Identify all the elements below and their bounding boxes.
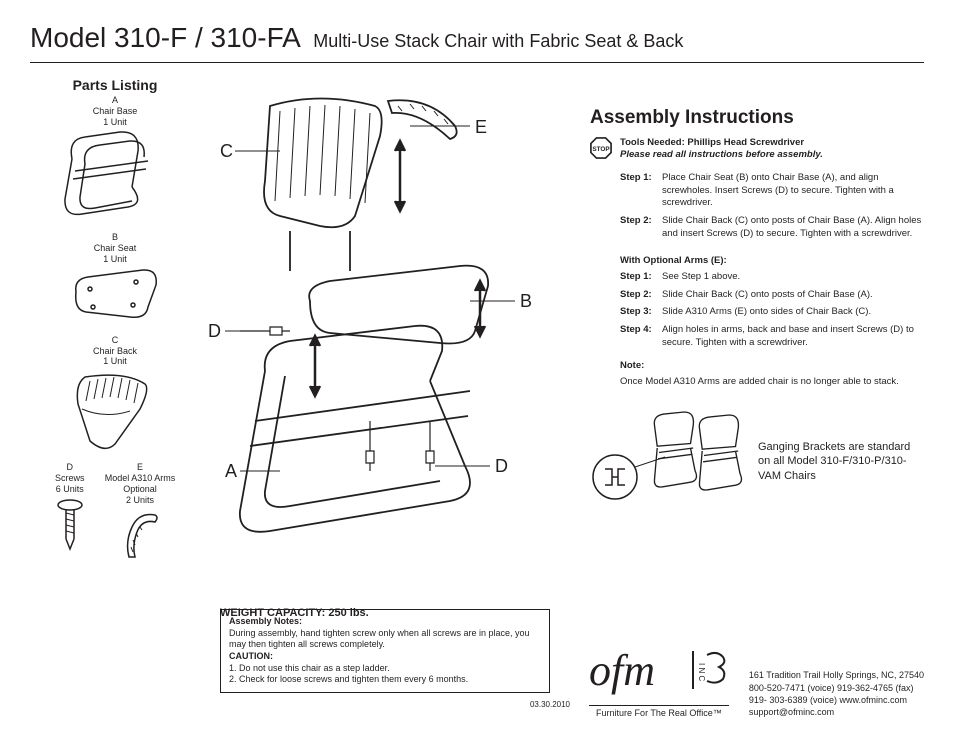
addr-line-2: 800-520-7471 (voice) 919-362-4765 (fax) bbox=[749, 682, 924, 694]
date-stamp: 03.30.2010 bbox=[530, 700, 570, 709]
assembly-notes-box: Assembly Notes: During assembly, hand ti… bbox=[220, 609, 550, 693]
step-1-text: Place Chair Seat (B) onto Chair Base (A)… bbox=[662, 172, 924, 210]
address-block: 161 Tradition Trail Holly Springs, NC, 2… bbox=[749, 669, 924, 718]
ganging-row: Ganging Brackets are standard on all Mod… bbox=[590, 407, 924, 517]
title-bar: Model 310-F / 310-FA Multi-Use Stack Cha… bbox=[30, 22, 924, 63]
opt-step-3-text: Slide A310 Arms (E) onto sides of Chair … bbox=[662, 306, 871, 319]
callout-e: E bbox=[475, 117, 487, 138]
caution-header: CAUTION: bbox=[229, 651, 541, 663]
svg-text:STOP: STOP bbox=[592, 146, 610, 153]
opt-step-2: Step 2: Slide Chair Back (C) onto posts … bbox=[590, 289, 924, 302]
step-2: Step 2: Slide Chair Back (C) onto posts … bbox=[590, 215, 924, 241]
svg-text:ofm: ofm bbox=[589, 646, 655, 695]
tools-needed: Tools Needed: Phillips Head Screwdriver bbox=[620, 137, 823, 149]
ganging-icon bbox=[590, 407, 750, 517]
stop-icon: STOP bbox=[590, 137, 612, 159]
addr-line-1: 161 Tradition Trail Holly Springs, NC, 2… bbox=[749, 669, 924, 681]
logo-tagline: Furniture For The Real Office™ bbox=[589, 705, 729, 718]
opt-step-3-label: Step 3: bbox=[620, 306, 662, 319]
ofm-logo-icon: ofm I N C bbox=[589, 645, 729, 700]
opt-step-2-text: Slide Chair Back (C) onto posts of Chair… bbox=[662, 289, 873, 302]
title-sub: Multi-Use Stack Chair with Fabric Seat &… bbox=[313, 31, 683, 51]
optional-arms-heading: With Optional Arms (E): bbox=[620, 255, 924, 266]
instructions-column: Assembly Instructions STOP Tools Needed:… bbox=[580, 71, 924, 711]
opt-step-1-label: Step 1: bbox=[620, 271, 662, 284]
addr-line-4: support@ofminc.com bbox=[749, 706, 924, 718]
note-header: Note: bbox=[620, 360, 924, 371]
footer: ofm I N C Furniture For The Real Office™… bbox=[589, 645, 924, 718]
part-e-qty: 2 Units bbox=[105, 495, 176, 506]
opt-step-1: Step 1: See Step 1 above. bbox=[590, 271, 924, 284]
part-c-icon bbox=[70, 369, 160, 454]
part-e-opt: Optional bbox=[105, 484, 176, 495]
opt-step-2-label: Step 2: bbox=[620, 289, 662, 302]
part-e-letter: E bbox=[105, 462, 176, 473]
step-1: Step 1: Place Chair Seat (B) onto Chair … bbox=[590, 172, 924, 210]
note-body: Once Model A310 Arms are added chair is … bbox=[590, 376, 924, 389]
callout-a: A bbox=[225, 461, 237, 482]
caution-1: 1. Do not use this chair as a step ladde… bbox=[229, 663, 541, 675]
content-row: Parts Listing A Chair Base 1 Unit B Chai… bbox=[30, 71, 924, 711]
part-d: D Screws 6 Units bbox=[55, 462, 85, 564]
ganging-text: Ganging Brackets are standard on all Mod… bbox=[758, 440, 924, 483]
opt-step-1-text: See Step 1 above. bbox=[662, 271, 740, 284]
instructions-heading: Assembly Instructions bbox=[590, 107, 924, 129]
opt-step-3: Step 3: Slide A310 Arms (E) onto sides o… bbox=[590, 306, 924, 319]
part-b-icon bbox=[68, 267, 163, 327]
part-e-icon bbox=[117, 507, 162, 562]
part-e: E Model A310 Arms Optional 2 Units bbox=[105, 462, 176, 564]
part-d-name: Screws bbox=[55, 473, 85, 484]
svg-text:I N C: I N C bbox=[697, 663, 706, 681]
callout-d2: D bbox=[495, 456, 508, 477]
step-2-label: Step 2: bbox=[620, 215, 662, 241]
read-all: Please read all instructions before asse… bbox=[620, 149, 823, 161]
part-e-name: Model A310 Arms bbox=[105, 473, 176, 484]
tools-row: STOP Tools Needed: Phillips Head Screwdr… bbox=[590, 137, 924, 162]
title-main: Model 310-F / 310-FA bbox=[30, 22, 301, 53]
callout-b: B bbox=[520, 291, 532, 312]
diagram-column: E C B D A D WEIGHT CAPACITY: 250 lbs. As… bbox=[200, 71, 580, 711]
addr-line-3: 919- 303-6389 (voice) www.ofminc.com bbox=[749, 694, 924, 706]
opt-step-4-label: Step 4: bbox=[620, 324, 662, 350]
part-a-icon bbox=[60, 129, 170, 224]
part-d-qty: 6 Units bbox=[55, 484, 85, 495]
callout-c: C bbox=[220, 141, 233, 162]
step-2-text: Slide Chair Back (C) onto posts of Chair… bbox=[662, 215, 924, 241]
step-1-label: Step 1: bbox=[620, 172, 662, 210]
notes-body: During assembly, hand tighten screw only… bbox=[229, 628, 541, 651]
part-d-letter: D bbox=[55, 462, 85, 473]
caution-2: 2. Check for loose screws and tighten th… bbox=[229, 674, 541, 686]
opt-step-4-text: Align holes in arms, back and base and i… bbox=[662, 324, 924, 350]
notes-header: Assembly Notes: bbox=[229, 616, 541, 628]
logo-block: ofm I N C Furniture For The Real Office™ bbox=[589, 645, 729, 718]
part-d-icon bbox=[55, 497, 85, 552]
callout-d1: D bbox=[208, 321, 221, 342]
opt-step-4: Step 4: Align holes in arms, back and ba… bbox=[590, 324, 924, 350]
